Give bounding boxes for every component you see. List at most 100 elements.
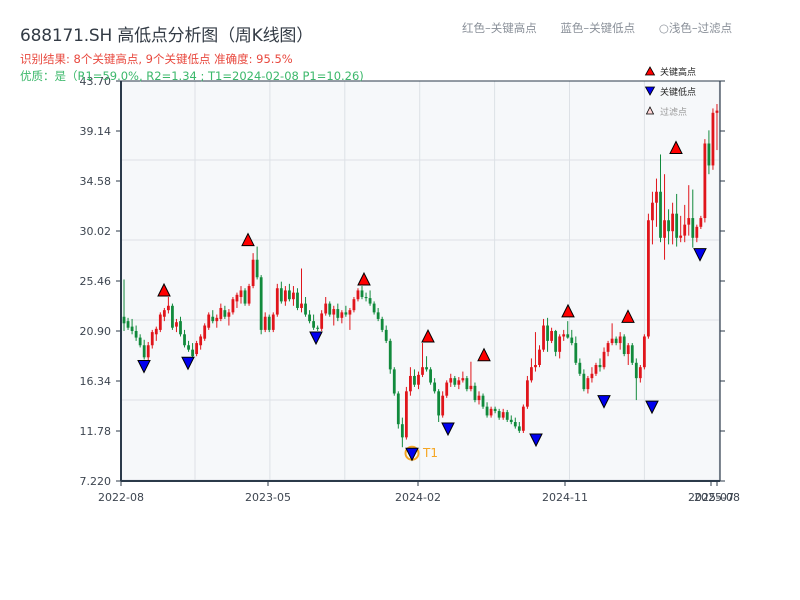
x-axis-ticks: 2022-08 2023-05 2024-02 2024-11 2025-072025-… xyxy=(98,481,740,504)
candle-body xyxy=(473,385,477,401)
candle-body xyxy=(642,336,646,368)
candle-body xyxy=(441,395,445,416)
key-low-marker-icon xyxy=(137,360,151,374)
top-legend-light: ○浅色–过滤点 xyxy=(658,21,733,35)
candle-body xyxy=(271,314,275,330)
candle-body xyxy=(191,349,194,357)
y-tick-label: 11.78 xyxy=(80,425,112,438)
candle-body xyxy=(445,382,449,396)
candle-body xyxy=(122,316,126,324)
candle-body xyxy=(421,367,424,375)
y-tick-label: 16.34 xyxy=(80,375,112,388)
candle-body xyxy=(263,316,267,330)
key-low-marker-icon xyxy=(645,400,659,415)
candle-body xyxy=(251,259,255,287)
candle-body xyxy=(388,340,392,370)
candle-body xyxy=(344,312,348,315)
candle-body xyxy=(546,325,549,341)
candle-body xyxy=(130,326,134,331)
legend-high-icon xyxy=(644,66,656,76)
y-tick-label: 43.70 xyxy=(80,75,112,88)
candle-body xyxy=(667,220,670,232)
y-tick-label: 20.90 xyxy=(80,325,112,338)
candle-body xyxy=(215,317,219,322)
candle-body xyxy=(610,338,614,344)
candle-body xyxy=(292,292,295,300)
candle-body xyxy=(525,380,529,407)
candle-body xyxy=(142,345,146,358)
legend-filtered-icon xyxy=(645,106,655,115)
candle-body xyxy=(489,408,493,416)
top-legend-red: 红色–关键高点 xyxy=(462,21,537,35)
candle-body xyxy=(324,303,328,314)
candle-body xyxy=(417,374,420,385)
candle-body xyxy=(534,364,537,368)
candle-body xyxy=(179,321,182,335)
key-high-marker-icon xyxy=(621,309,635,323)
candle-body xyxy=(449,378,453,383)
candle-body xyxy=(187,345,190,350)
candle-body xyxy=(550,331,553,341)
candle-body xyxy=(400,424,404,438)
candle-body xyxy=(675,213,679,238)
key-low-marker-icon xyxy=(693,248,707,262)
candle-body xyxy=(211,316,215,322)
x-tick-label: 2022-08 xyxy=(98,491,144,504)
key-point-markers: T1 xyxy=(137,140,707,462)
legend-filtered-label: 过滤点 xyxy=(660,106,687,118)
candle-body xyxy=(638,367,642,379)
x-tick-label: 2024-11 xyxy=(542,491,588,504)
candle-body xyxy=(707,143,711,166)
candle-body xyxy=(392,369,396,394)
candle-body xyxy=(203,325,207,339)
candle-body xyxy=(372,303,376,313)
key-high-marker-icon xyxy=(561,303,575,318)
key-low-marker-icon xyxy=(441,422,455,437)
candle-body xyxy=(586,378,590,390)
key-low-marker-icon xyxy=(309,331,323,346)
candle-body xyxy=(239,290,243,298)
candle-body xyxy=(671,213,675,232)
candle-body xyxy=(558,336,562,352)
candle-body xyxy=(154,328,158,335)
candle-body xyxy=(493,408,497,412)
candle-body xyxy=(594,364,598,374)
candle-body xyxy=(715,110,719,113)
candle-body xyxy=(429,369,432,383)
candle-body xyxy=(300,303,303,308)
candle-body xyxy=(530,367,533,381)
candle-body xyxy=(312,321,316,328)
grid-lines xyxy=(121,81,720,481)
candle-body xyxy=(360,290,364,298)
x-tick-label: 2025-08 xyxy=(694,491,740,504)
candle-body xyxy=(348,310,352,315)
chart-title: 688171.SH 高低点分析图（周K线图） xyxy=(20,26,314,46)
candle-body xyxy=(247,286,251,304)
candle-body xyxy=(340,312,344,318)
key-low-marker-icon xyxy=(529,433,543,448)
candle-body xyxy=(590,373,594,379)
candle-body xyxy=(171,305,174,328)
candle-body xyxy=(679,235,683,238)
candle-body xyxy=(267,316,271,330)
candle-body xyxy=(404,391,408,438)
candle-body xyxy=(663,220,666,238)
candle-body xyxy=(356,290,360,300)
candle-body xyxy=(227,312,231,317)
candle-body xyxy=(332,309,336,315)
candle-body xyxy=(622,336,626,355)
t1-label: T1 xyxy=(422,446,438,460)
y-tick-label: 30.02 xyxy=(80,225,112,238)
candle-body xyxy=(259,277,263,330)
candle-body xyxy=(453,378,457,385)
candle-body xyxy=(465,378,469,390)
candle-body xyxy=(433,382,437,392)
quality-line: 优质：是（R1=59.0%, R2=1.34 ; T1=2024-02-08 P… xyxy=(20,69,364,83)
top-legend-blue: 蓝色–关键低点 xyxy=(560,21,636,35)
candle-body xyxy=(243,290,247,304)
candle-body xyxy=(711,112,715,166)
candle-body xyxy=(235,294,239,302)
candle-body xyxy=(513,422,517,427)
candle-body xyxy=(376,312,380,319)
